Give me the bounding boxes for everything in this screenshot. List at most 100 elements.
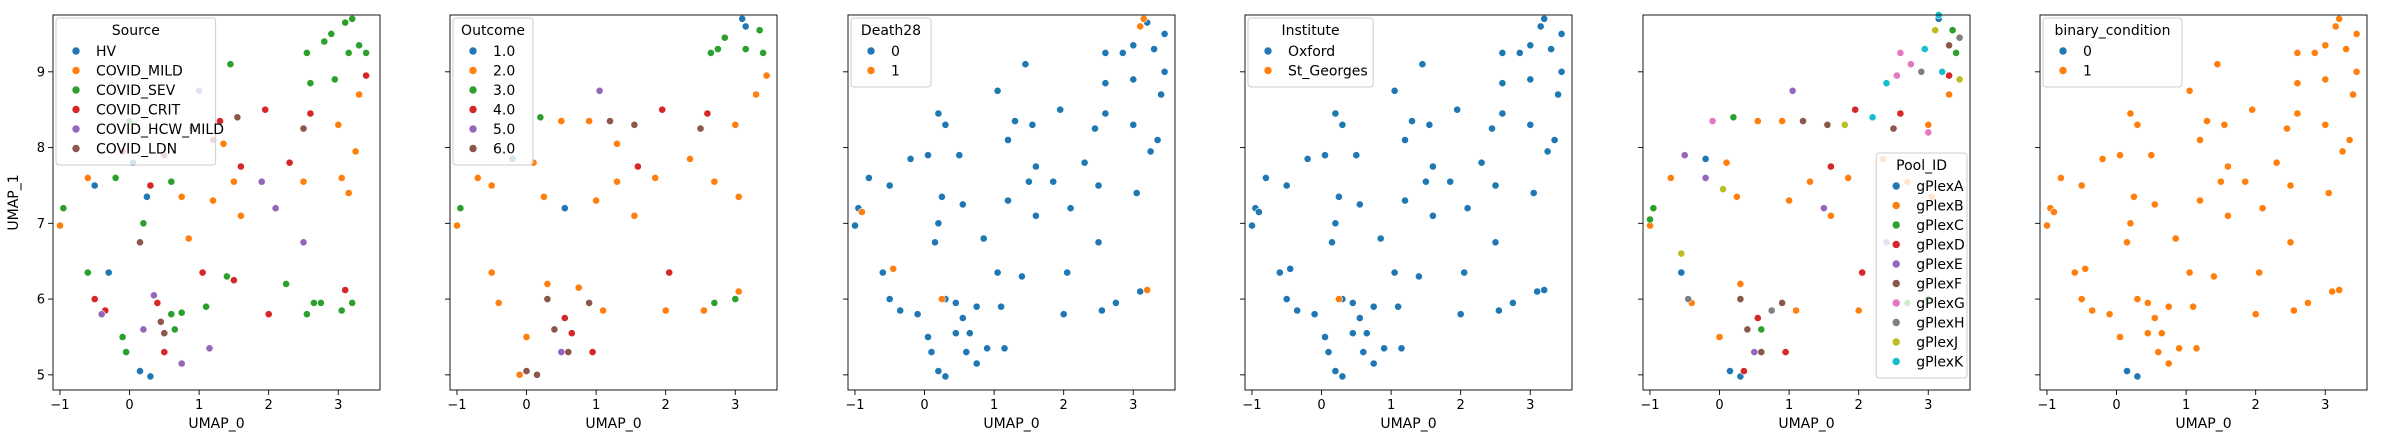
data-point: [1362, 329, 1371, 338]
data-point: [1321, 151, 1329, 160]
legend-marker: [1891, 201, 1901, 210]
legend-marker: [1263, 46, 1273, 56]
data-point: [1401, 196, 1409, 205]
data-point: [1785, 196, 1793, 205]
x-tick-label: −1: [50, 398, 69, 413]
data-point: [2126, 109, 2135, 118]
legend-entry: COVID_CRIT: [96, 103, 181, 119]
data-point: [1456, 310, 1465, 319]
data-point: [302, 49, 311, 57]
data-point: [1028, 120, 1037, 129]
legend-marker: [71, 66, 81, 75]
data-point: [1091, 124, 1099, 133]
data-point: [560, 204, 569, 213]
data-point: [341, 286, 350, 294]
data-point: [309, 298, 318, 307]
x-ticks: −1 0 1 2 3: [447, 390, 739, 413]
data-point: [1792, 306, 1800, 315]
data-point: [2070, 268, 2079, 277]
data-point: [1425, 120, 1434, 129]
data-point: [136, 367, 144, 375]
data-point: [156, 317, 165, 326]
data-point: [299, 177, 308, 186]
data-point: [236, 162, 245, 171]
x-tick-label: 3: [1129, 398, 1137, 413]
panel-4: −1 0 1 2 3 UMAP_0 Pool_ID gPlexA gPlexB gPlexC gPl…: [1638, 11, 1971, 432]
x-tick-label: −1: [1242, 398, 1261, 413]
data-point: [1324, 348, 1333, 356]
data-point: [2251, 310, 2260, 319]
data-point: [983, 344, 991, 353]
data-point: [1701, 154, 1710, 163]
x-tick-label: 2: [265, 398, 273, 413]
data-point: [1286, 264, 1295, 273]
data-point: [972, 302, 981, 311]
data-point: [1397, 344, 1406, 353]
data-point: [958, 200, 967, 209]
legend-marker: [1891, 298, 1901, 308]
data-point: [236, 211, 245, 220]
data-point: [355, 90, 363, 99]
data-point: [741, 22, 750, 31]
data-point: [167, 310, 176, 319]
data-point: [1854, 306, 1863, 315]
data-point: [1352, 151, 1361, 160]
x-tick-label: −1: [2037, 398, 2056, 413]
data-point: [762, 71, 771, 80]
data-point: [1736, 279, 1745, 288]
legend-marker: [1263, 66, 1273, 75]
data-point: [2143, 298, 2152, 307]
legend-entry: gPlexH: [1916, 316, 1964, 332]
data-point: [1282, 181, 1291, 190]
data-point: [1032, 162, 1040, 171]
data-point: [473, 173, 482, 182]
data-point: [2289, 306, 2298, 315]
plot-frame: [449, 14, 778, 391]
data-point: [731, 295, 740, 303]
data-point: [1262, 173, 1270, 182]
plot-frame: [847, 14, 1176, 391]
data-point: [2293, 109, 2302, 118]
data-point: [1101, 49, 1110, 57]
data-point: [851, 221, 859, 230]
data-point: [341, 18, 350, 27]
data-point: [1547, 45, 1555, 53]
data-point: [226, 60, 235, 69]
data-point: [1094, 238, 1103, 247]
legend-entry: gPlexF: [1916, 277, 1962, 293]
legend-entry: 0: [2083, 44, 2092, 60]
data-point: [1736, 295, 1745, 303]
panel-2: −1 0 1 2 3 UMAP_0 Death28 0 1: [843, 14, 1176, 432]
data-point: [2157, 329, 2166, 338]
data-point: [2331, 22, 2340, 31]
data-point: [136, 238, 144, 247]
data-point: [348, 298, 357, 307]
data-point: [2133, 372, 2142, 381]
data-point: [111, 173, 120, 182]
data-point: [1498, 49, 1507, 57]
data-point: [734, 287, 743, 296]
data-point: [1719, 185, 1727, 194]
data-point: [2223, 162, 2232, 171]
data-point: [1889, 124, 1898, 133]
data-point: [993, 86, 1002, 95]
data-point: [1491, 181, 1500, 190]
y-ticks: [843, 71, 848, 376]
points: [1248, 14, 1566, 381]
legend: Institute Oxford St_Georges: [1247, 17, 1374, 88]
legend: binary_condition 0 1: [2042, 17, 2183, 88]
legend-marker: [1891, 259, 1901, 269]
data-point: [2192, 344, 2201, 353]
legend-marker: [2058, 46, 2068, 56]
data-point: [2216, 177, 2225, 186]
legend-marker: [468, 66, 478, 75]
data-point: [1477, 158, 1486, 167]
legend-marker: [1891, 337, 1901, 347]
data-point: [1000, 344, 1009, 353]
data-point: [1701, 173, 1710, 182]
data-point: [1526, 75, 1535, 84]
data-point: [1708, 117, 1717, 125]
data-point: [543, 295, 552, 303]
data-point: [564, 348, 573, 356]
data-point: [1753, 117, 1762, 125]
